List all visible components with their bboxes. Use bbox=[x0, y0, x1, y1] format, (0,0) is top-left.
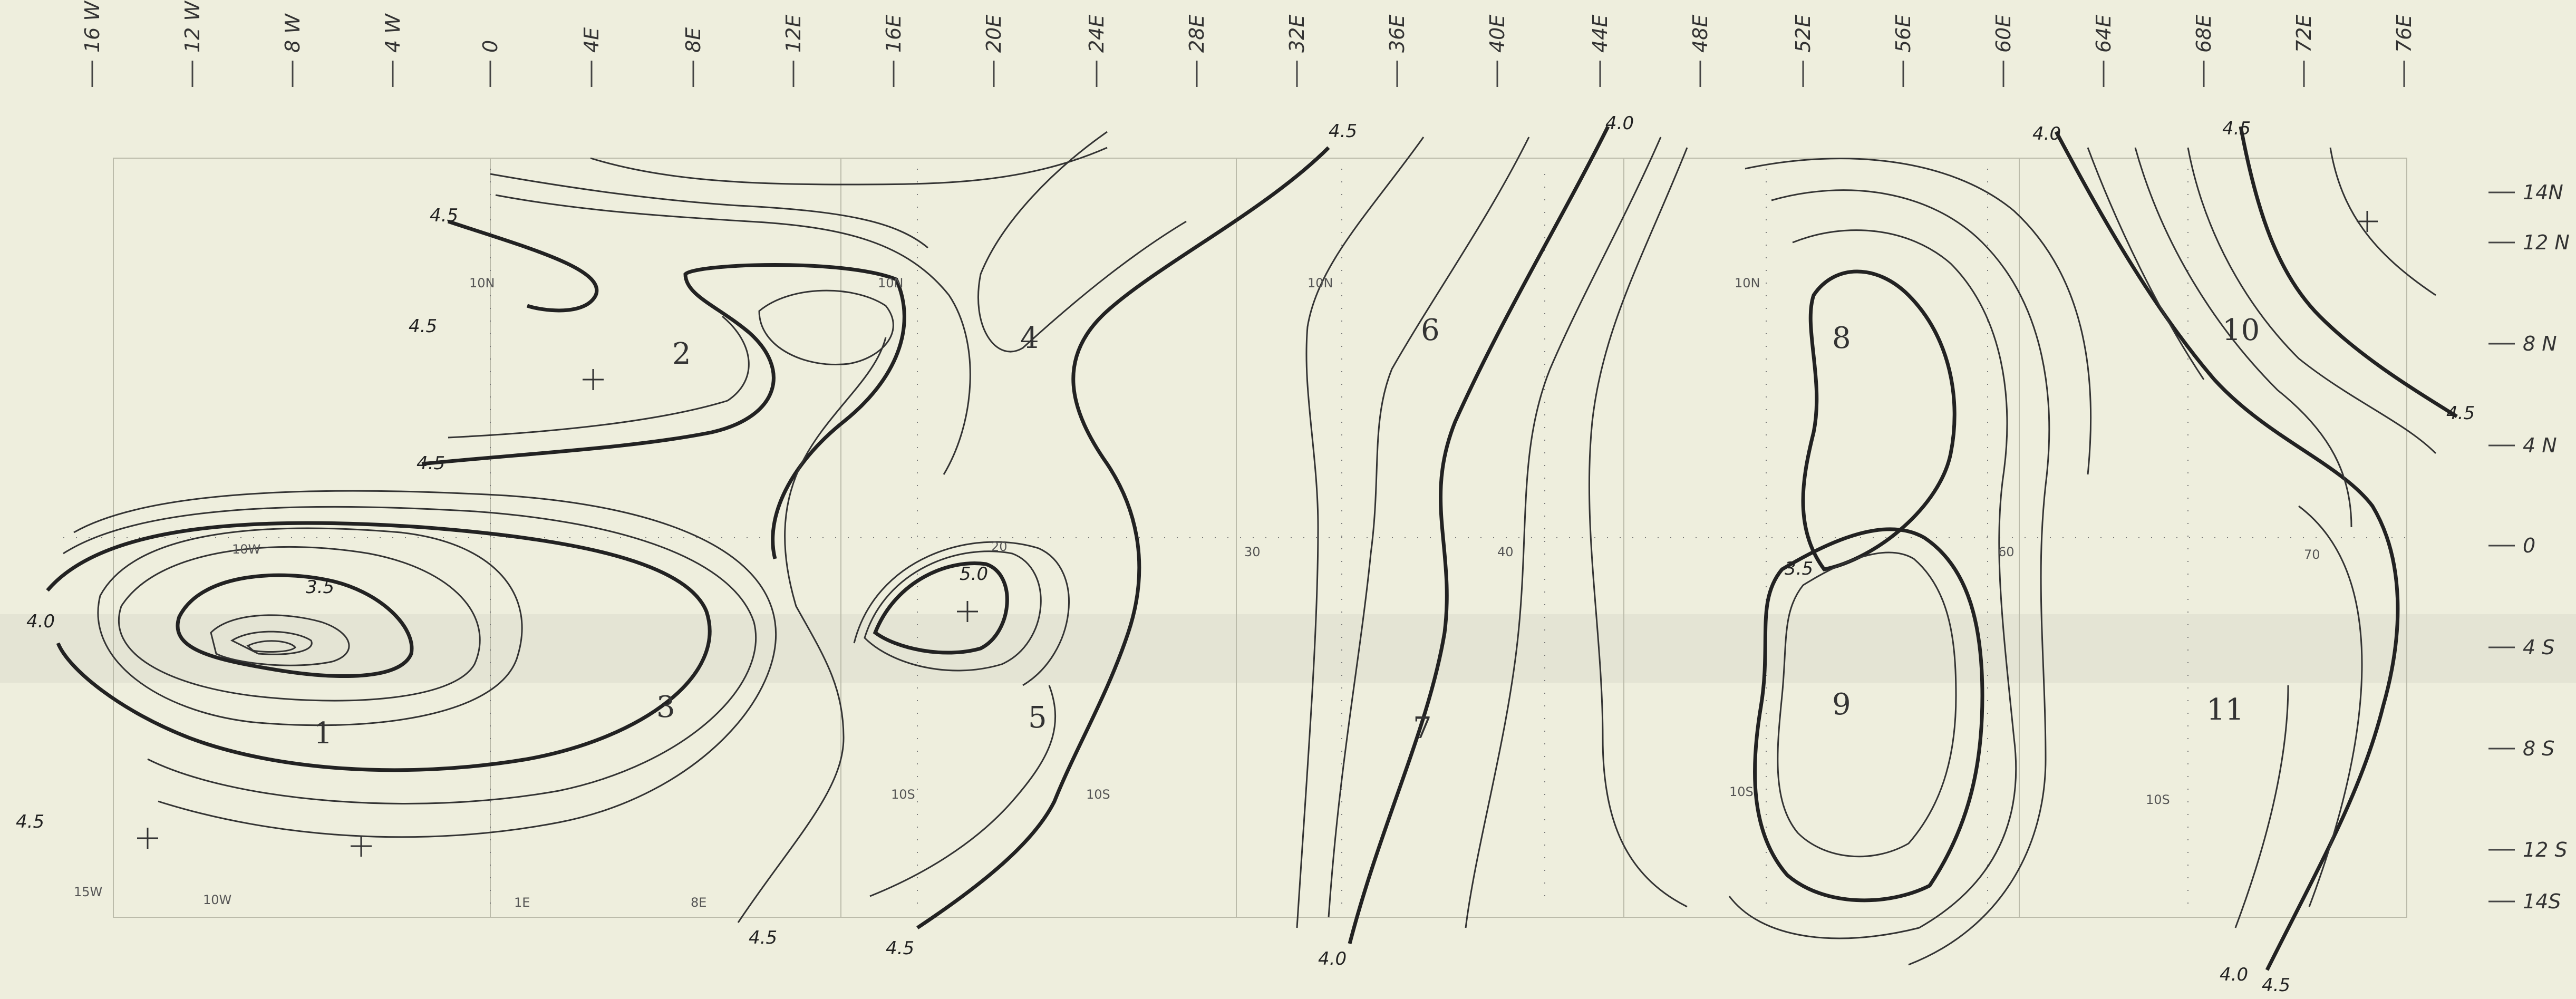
contour-label: 4.5 bbox=[417, 453, 445, 474]
longitude-label: 40E bbox=[1486, 15, 1509, 53]
region-label: 1 bbox=[314, 716, 333, 751]
longitude-label: 36E bbox=[1386, 15, 1409, 53]
latitude-label: 8 S bbox=[2523, 737, 2554, 760]
longitude-axis: 16 W 12 W 8 W 4 W 0 4E 8E 12E 16E 20E 24… bbox=[81, 1, 2416, 87]
grid-label: 10N bbox=[1735, 276, 1760, 290]
longitude-label: 4 W bbox=[381, 13, 404, 53]
region-label: 2 bbox=[672, 337, 691, 371]
latitude-label: 0 bbox=[2523, 534, 2535, 557]
plus-markers bbox=[137, 211, 2378, 857]
latitude-axis: 14N 12 N 8 N 4 N 0 4 S 8 S 12 S 14S bbox=[2488, 181, 2570, 913]
grid-frame bbox=[63, 158, 2407, 918]
grid-label: 8E bbox=[691, 895, 706, 910]
region-label: 7 bbox=[1413, 711, 1432, 745]
longitude-label: 64E bbox=[2092, 15, 2115, 53]
region-label: 6 bbox=[1421, 313, 1440, 347]
longitude-label: 4E bbox=[580, 27, 603, 53]
longitude-label: 60E bbox=[1992, 15, 2015, 53]
grid-label: 10S bbox=[1086, 787, 1110, 802]
contour-label: 4.5 bbox=[16, 811, 44, 832]
grid-label: 10W bbox=[232, 542, 260, 557]
longitude-label: 12 W bbox=[181, 1, 204, 53]
grid-label: 70 bbox=[2304, 547, 2320, 562]
longitude-label: 24E bbox=[1085, 15, 1108, 53]
longitude-label: 8 W bbox=[281, 13, 304, 53]
latitude-label: 12 S bbox=[2523, 838, 2568, 861]
grid-label: 10N bbox=[469, 276, 495, 290]
contour-label: 4.5 bbox=[749, 927, 777, 948]
grid-label: 10S bbox=[891, 787, 915, 802]
region-label: 10 bbox=[2222, 313, 2260, 347]
longitude-label: 12E bbox=[782, 15, 805, 53]
contour-label: 4.5 bbox=[1329, 121, 1357, 142]
longitude-label: 68E bbox=[2192, 15, 2215, 53]
grid-label: 1E bbox=[514, 895, 530, 910]
contour-label: 3.5 bbox=[1785, 558, 1813, 579]
grid-label: 10N bbox=[1308, 276, 1333, 290]
grid-label: 60 bbox=[1998, 545, 2015, 559]
longitude-label: 56E bbox=[1892, 15, 1915, 53]
contour-label: 4.5 bbox=[2222, 118, 2251, 139]
shaded-band bbox=[0, 614, 2576, 683]
longitude-label: 20E bbox=[982, 15, 1005, 53]
grid-label: 15W bbox=[74, 885, 102, 899]
latitude-label: 8 N bbox=[2523, 332, 2557, 355]
latitude-label: 14S bbox=[2523, 890, 2561, 913]
contour-label: 5.0 bbox=[960, 564, 988, 585]
contour-value-labels: 4.5 4.5 4.5 4.0 4.5 3.5 5.0 4.5 4.5 4.5 … bbox=[16, 113, 2475, 996]
grid-label: 10N bbox=[878, 276, 904, 290]
contour-label: 4.5 bbox=[430, 205, 458, 226]
grid-label: 20 bbox=[991, 539, 1008, 554]
longitude-label: 32E bbox=[1285, 15, 1309, 53]
region-label: 4 bbox=[1020, 321, 1039, 355]
grid-label: 10S bbox=[1729, 784, 1754, 799]
contour-lines bbox=[46, 125, 2458, 971]
region-label: 9 bbox=[1832, 687, 1851, 722]
region-labels: 1 2 3 4 5 6 7 8 9 10 11 bbox=[314, 313, 2260, 751]
grid-label: 40 bbox=[1497, 545, 1514, 559]
latitude-label: 14N bbox=[2523, 181, 2563, 204]
longitude-label: 44E bbox=[1589, 15, 1612, 53]
contour-label: 4.0 bbox=[1605, 113, 1634, 134]
longitude-label: 72E bbox=[2292, 15, 2316, 53]
grid-label: 10S bbox=[2146, 792, 2170, 807]
longitude-label: 0 bbox=[479, 40, 502, 53]
longitude-label: 28E bbox=[1185, 15, 1208, 53]
contour-label: 4.0 bbox=[26, 611, 55, 632]
longitude-label: 16 W bbox=[81, 1, 104, 53]
contour-label: 4.5 bbox=[886, 938, 914, 959]
region-label: 8 bbox=[1832, 321, 1851, 355]
region-label: 11 bbox=[2206, 693, 2244, 727]
latitude-label: 4 S bbox=[2523, 636, 2554, 659]
grid-label: 30 bbox=[1244, 545, 1261, 559]
region-label: 3 bbox=[656, 690, 675, 724]
grid-small-labels: 10W 1E 8E 20 30 40 60 70 10N 10N 10N 10N… bbox=[74, 276, 2320, 910]
contour-label: 4.5 bbox=[409, 316, 437, 337]
longitude-label: 76E bbox=[2393, 15, 2416, 53]
region-label: 5 bbox=[1028, 701, 1047, 735]
contour-label: 4.0 bbox=[1318, 948, 1347, 969]
grid-label: 10W bbox=[203, 893, 231, 907]
contour-label: 4.5 bbox=[2446, 403, 2475, 424]
contour-label: 3.5 bbox=[306, 577, 334, 598]
longitude-label: 16E bbox=[882, 15, 905, 53]
latitude-label: 12 N bbox=[2523, 231, 2570, 254]
contour-label: 4.0 bbox=[2220, 964, 2248, 985]
contour-label: 4.0 bbox=[2032, 123, 2061, 144]
longitude-label: 52E bbox=[1791, 15, 1815, 53]
longitude-label: 8E bbox=[682, 27, 705, 53]
longitude-label: 48E bbox=[1689, 15, 1712, 53]
latitude-label: 4 N bbox=[2523, 434, 2557, 457]
contour-label: 4.5 bbox=[2262, 975, 2290, 996]
